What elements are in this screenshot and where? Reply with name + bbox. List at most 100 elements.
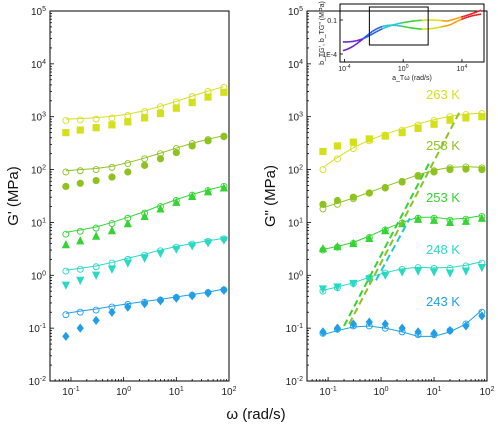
inset-gprime-curve bbox=[465, 14, 468, 17]
filled-marker bbox=[76, 323, 84, 333]
inset-gprime-curve bbox=[447, 19, 450, 22]
left-y-axis-title: G' (MPa) bbox=[5, 166, 22, 226]
filled-marker bbox=[414, 172, 422, 180]
filled-marker bbox=[92, 315, 100, 326]
open-marker bbox=[92, 224, 100, 232]
inset-gdoubleprime-curve bbox=[465, 16, 468, 19]
series-right-243k bbox=[319, 308, 486, 339]
open-marker bbox=[124, 112, 132, 120]
y-tick-label-right: 101 bbox=[288, 217, 303, 229]
inset-gprime-curve bbox=[453, 18, 456, 21]
open-marker bbox=[333, 155, 341, 163]
inset-gdoubleprime-curve bbox=[358, 40, 362, 43]
y-tick-label-left: 100 bbox=[31, 270, 46, 282]
filled-marker bbox=[203, 187, 213, 196]
filled-marker bbox=[204, 288, 212, 298]
inset-gprime-curve bbox=[457, 16, 460, 19]
filled-marker bbox=[414, 327, 422, 337]
filled-marker bbox=[446, 116, 454, 124]
open-marker bbox=[157, 103, 164, 111]
y-tick-label-right: 10-1 bbox=[286, 323, 303, 335]
filled-marker bbox=[62, 331, 70, 341]
y-tick-label-right: 103 bbox=[288, 112, 303, 124]
filled-marker bbox=[333, 196, 342, 205]
inset-gprime-curve bbox=[356, 39, 359, 42]
filled-marker bbox=[91, 231, 101, 240]
filled-marker bbox=[349, 238, 358, 248]
inset-gprime-curve bbox=[478, 9, 482, 12]
inset-frame bbox=[339, 3, 485, 63]
inset-y-tick-label: 1E-4 bbox=[322, 52, 337, 59]
x-tick-label-right: 100 bbox=[374, 386, 389, 398]
y-tick-label-right: 100 bbox=[288, 270, 303, 282]
inset-gdoubleprime-curve bbox=[344, 48, 348, 51]
series-right-253k bbox=[318, 212, 486, 254]
right-y-axis-title: G" (MPa) bbox=[262, 165, 279, 227]
y-tick-label-left: 102 bbox=[31, 165, 46, 177]
inset-gprime-curve bbox=[455, 17, 458, 20]
inset-gprime-curve bbox=[463, 15, 466, 18]
inset-gdoubleprime-curve bbox=[455, 20, 458, 23]
filled-marker bbox=[381, 226, 390, 235]
filled-marker bbox=[108, 173, 116, 181]
filled-marker bbox=[478, 113, 486, 121]
y-tick-label-left: 101 bbox=[31, 217, 46, 229]
y-tick-label-right: 105 bbox=[288, 6, 303, 18]
inset-gdoubleprime-curve bbox=[467, 15, 470, 18]
filled-marker bbox=[172, 245, 181, 254]
inset-gdoubleprime-curve bbox=[463, 17, 466, 20]
filled-marker bbox=[124, 118, 132, 126]
inset-gprime-curve bbox=[470, 12, 474, 15]
dashed-guide-line bbox=[343, 163, 430, 327]
inset-gprime-curve bbox=[461, 15, 464, 18]
open-marker bbox=[76, 308, 84, 316]
inset-gdoubleprime-curve bbox=[449, 23, 452, 26]
filled-marker bbox=[123, 219, 132, 228]
y-tick-label-left: 104 bbox=[31, 59, 46, 71]
filled-marker bbox=[156, 249, 165, 258]
filled-marker bbox=[156, 296, 165, 306]
x-tick-label-right: 102 bbox=[479, 386, 494, 398]
inset-gdoubleprime-curve bbox=[382, 25, 385, 28]
open-marker bbox=[76, 116, 84, 124]
filled-marker bbox=[462, 321, 470, 331]
filled-marker bbox=[414, 124, 422, 133]
inset-gdoubleprime-curve bbox=[378, 26, 381, 29]
filled-marker bbox=[140, 211, 149, 221]
filled-marker bbox=[108, 121, 116, 129]
inset-gprime-curve bbox=[476, 10, 480, 13]
filled-marker bbox=[204, 93, 212, 101]
x-tick-label-left: 102 bbox=[221, 386, 236, 398]
filled-marker bbox=[319, 200, 327, 208]
inset-gprime-curve bbox=[467, 13, 470, 17]
filled-marker bbox=[398, 268, 407, 277]
filled-marker bbox=[124, 302, 132, 312]
filled-marker bbox=[220, 88, 228, 96]
filled-marker bbox=[461, 216, 471, 225]
x-tick-label-right: 10-1 bbox=[319, 386, 336, 398]
filled-marker bbox=[478, 165, 486, 174]
filled-marker bbox=[365, 275, 374, 284]
open-marker bbox=[62, 168, 70, 176]
inset-gdoubleprime-curve bbox=[362, 36, 366, 40]
filled-marker bbox=[333, 241, 342, 251]
filled-marker bbox=[76, 126, 84, 134]
inset-x-axis-title: a_Tω (rad/s) bbox=[392, 75, 432, 82]
x-tick-label-left: 101 bbox=[169, 386, 184, 398]
inset-gprime-curve bbox=[376, 29, 379, 33]
inset-gdoubleprime-curve bbox=[348, 46, 352, 50]
filled-marker bbox=[365, 135, 373, 143]
inset-gdoubleprime-curve bbox=[376, 27, 379, 30]
filled-marker bbox=[381, 319, 389, 329]
open-marker bbox=[62, 116, 70, 124]
inset-gdoubleprime-curve bbox=[350, 45, 354, 49]
inset-gdoubleprime-curve bbox=[354, 43, 358, 46]
filled-marker bbox=[413, 214, 423, 223]
inset-gdoubleprime-curve bbox=[457, 19, 460, 22]
filled-marker bbox=[172, 197, 181, 206]
filled-marker bbox=[156, 109, 165, 118]
filled-marker bbox=[124, 168, 132, 176]
inset-mastercurve: b_TG', b_TG" (MPa) a_Tω (rad/s) 1E-4 0.1 10-… bbox=[319, 1, 485, 82]
inset-gprime-curve bbox=[378, 28, 381, 32]
